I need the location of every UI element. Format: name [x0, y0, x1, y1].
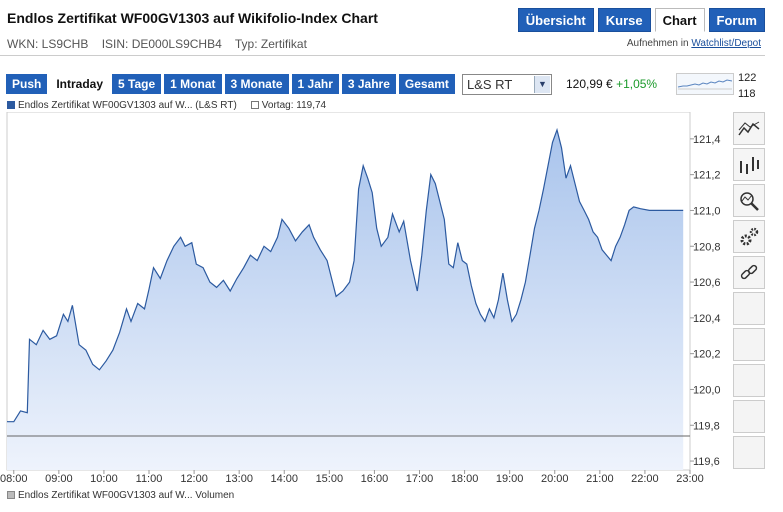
legend-prev: Vortag: 119,74 [250, 100, 327, 111]
y-tick-label: 120,4 [693, 313, 721, 325]
x-tick-label: 15:00 [316, 473, 344, 485]
legend-series: Endlos Zertifikat WF00GV1303 auf W... (L… [7, 100, 237, 111]
watchlist-link[interactable]: Watchlist/Depot [691, 38, 761, 49]
tab-forum[interactable]: Forum [708, 8, 765, 32]
y-tick-label: 119,6 [693, 456, 720, 468]
magnifier-icon [740, 191, 759, 211]
range-push-button[interactable]: Push [6, 74, 48, 94]
chart-legend: Endlos Zertifikat WF00GV1303 auf W... (L… [7, 100, 326, 111]
exchange-select[interactable]: L&S RT ▼ [462, 74, 552, 95]
mini-chart-low: 118 [738, 88, 756, 100]
y-tick-label: 121,0 [693, 205, 721, 217]
y-tick-label: 119,8 [693, 420, 720, 432]
x-tick-label: 10:00 [90, 473, 118, 485]
y-tick-label: 120,8 [693, 241, 721, 253]
tab-chart[interactable]: Chart [654, 8, 705, 32]
x-tick-label: 08:00 [0, 473, 28, 485]
series-area [7, 129, 684, 470]
volume-swatch [7, 491, 15, 499]
range-5-tage-button[interactable]: 5 Tage [112, 74, 162, 94]
mini-chart-icon [677, 79, 733, 90]
type-label: Typ: Zertifikat [234, 37, 307, 51]
header-tabs: Übersicht Kurse Chart Forum [517, 8, 765, 32]
watchlist-prefix: Aufnehmen in [626, 38, 689, 49]
x-tick-label: 14:00 [270, 473, 298, 485]
chart-tools [733, 112, 765, 472]
x-tick-label: 12:00 [180, 473, 208, 485]
x-tick-label: 20:00 [541, 473, 569, 485]
x-tick-label: 23:00 [676, 473, 704, 485]
empty-tool-slot [733, 400, 765, 433]
isin-label: ISIN: DE000LS9CHB4 [101, 37, 222, 51]
x-tick-label: 22:00 [631, 473, 659, 485]
price-quote: 120,99 € +1,05% [566, 77, 657, 91]
x-tick-label: 21:00 [586, 473, 614, 485]
range-intraday-button[interactable]: Intraday [50, 74, 110, 94]
x-tick-label: 16:00 [361, 473, 389, 485]
volume-label: Endlos Zertifikat WF00GV1303 auf W... Vo… [18, 490, 235, 501]
link-icon [740, 264, 758, 279]
empty-tool-slot [733, 364, 765, 397]
legend-series-swatch [7, 101, 15, 109]
x-tick-label: 19:00 [496, 473, 524, 485]
y-tick-label: 120,2 [693, 349, 721, 361]
tab-kurse[interactable]: Kurse [597, 8, 651, 32]
legend-series-label: Endlos Zertifikat WF00GV1303 auf W... (L… [18, 100, 237, 111]
price-change: +1,05% [616, 77, 658, 91]
page-header: Endlos Zertifikat WF00GV1303 auf Wikifol… [0, 0, 783, 54]
tab-uebersicht[interactable]: Übersicht [517, 8, 594, 32]
wkn-label: WKN: LS9CHB [7, 37, 89, 51]
legend-prev-swatch [250, 101, 259, 109]
range-gesamt-button[interactable]: Gesamt [398, 74, 455, 94]
settings-icon [740, 227, 759, 245]
x-tick-label: 09:00 [45, 473, 73, 485]
page-title: Endlos Zertifikat WF00GV1303 auf Wikifol… [7, 10, 378, 26]
empty-tool-slot [733, 292, 765, 325]
ohlc-chart-button[interactable] [733, 148, 765, 181]
x-tick-label: 11:00 [136, 473, 163, 485]
line-chart-button[interactable] [733, 112, 765, 145]
x-tick-label: 18:00 [451, 473, 479, 485]
range-3-jahre-button[interactable]: 3 Jahre [341, 74, 396, 94]
y-tick-label: 120,6 [693, 277, 721, 289]
chevron-down-icon: ▼ [534, 76, 550, 93]
y-tick-label: 121,4 [693, 134, 721, 146]
link-button[interactable] [733, 256, 765, 289]
empty-tool-slot [733, 436, 765, 469]
legend-prev-label: Vortag: 119,74 [261, 100, 327, 111]
range-1-monat-button[interactable]: 1 Monat [164, 74, 222, 94]
mini-chart-thumbnail[interactable] [676, 73, 734, 95]
volume-legend: Endlos Zertifikat WF00GV1303 auf W... Vo… [7, 490, 234, 501]
mini-chart-high: 122 [738, 72, 757, 84]
indicator-button[interactable] [733, 184, 765, 217]
x-tick-label: 13:00 [225, 473, 253, 485]
price-chart: 119,6 119,8 120,0 120,2 120,4 120,6 120,8 121,0… [0, 112, 721, 485]
settings-button[interactable] [733, 220, 765, 253]
range-toolbar: Push Intraday 5 Tage 1 Monat 3 Monate 1 … [6, 74, 455, 94]
watchlist-prompt: Aufnehmen in Watchlist/Depot [627, 38, 761, 49]
range-3-monate-button[interactable]: 3 Monate [224, 74, 289, 94]
ohlc-chart-icon [740, 156, 759, 174]
header-divider [0, 55, 765, 56]
empty-tool-slot [733, 328, 765, 361]
y-tick-label: 120,0 [693, 384, 721, 396]
series-line [7, 127, 684, 423]
range-1-jahr-button[interactable]: 1 Jahr [291, 74, 339, 94]
y-tick-label: 121,2 [693, 170, 721, 182]
x-tick-label: 17:00 [406, 473, 434, 485]
price-value: 120,99 € [566, 77, 613, 91]
exchange-value: L&S RT [467, 77, 513, 92]
instrument-meta: WKN: LS9CHB ISIN: DE000LS9CHB4 Typ: Zert… [7, 37, 317, 51]
line-chart-icon [738, 121, 760, 135]
